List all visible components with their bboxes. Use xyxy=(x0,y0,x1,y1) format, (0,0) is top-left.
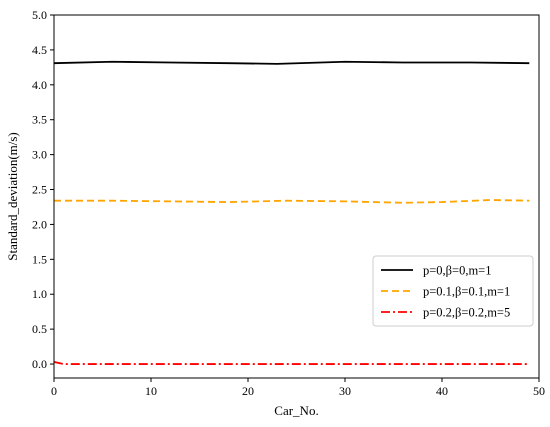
y-tick-label: 4.5 xyxy=(32,43,47,57)
series-layer xyxy=(53,60,530,365)
y-tick-label: 3.5 xyxy=(32,113,47,127)
x-tick-label: 10 xyxy=(145,384,157,398)
y-axis-label: Standard_deviation(m/s) xyxy=(5,132,20,261)
legend-label-1: p=0,β=0,m=1 xyxy=(423,264,491,278)
y-tick-label: 0.5 xyxy=(32,322,47,336)
x-axis-label: Car_No. xyxy=(274,403,318,418)
y-tick-label: 5.0 xyxy=(32,8,47,22)
series-line-1 xyxy=(53,60,530,65)
legend-label-3: p=0.2,β=0.2,m=5 xyxy=(423,306,510,320)
x-tick-label: 20 xyxy=(242,384,254,398)
y-tick-label: 2.5 xyxy=(32,183,47,197)
y-tick-label: 3.0 xyxy=(32,148,47,162)
x-tick-label: 50 xyxy=(533,384,545,398)
series-line-3 xyxy=(53,361,530,365)
y-tick-label: 4.0 xyxy=(32,78,47,92)
plot-frame xyxy=(53,14,540,379)
legend-box xyxy=(372,255,534,327)
x-tick-label: 30 xyxy=(339,384,351,398)
y-tick-label: 1.5 xyxy=(32,252,47,266)
x-tick-label: 40 xyxy=(436,384,448,398)
legend-label-2: p=0.1,β=0.1,m=1 xyxy=(423,285,510,299)
x-tick-label: 0 xyxy=(51,384,57,398)
y-tick-label: 2.0 xyxy=(32,217,47,231)
axes-layer: 0 10 20 30 40 50 0.0 0.5 1.0 1.5 2.0 2.5 3.0 3.5 4.0 4.… xyxy=(5,8,545,418)
y-tick-label: 1.0 xyxy=(32,287,47,301)
legend: p=0,β=0,m=1 p=0.1,β=0.1,m=1 p=0.2,β=0.2,m=… xyxy=(372,255,534,327)
series-line-2 xyxy=(54,199,530,204)
y-tick-label: 0.0 xyxy=(32,357,47,371)
